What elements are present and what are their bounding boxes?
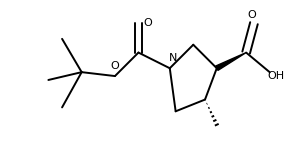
Text: O: O bbox=[111, 61, 119, 71]
Text: O: O bbox=[248, 10, 256, 20]
Polygon shape bbox=[216, 53, 246, 70]
Text: N: N bbox=[168, 53, 177, 64]
Text: O: O bbox=[144, 18, 153, 28]
Text: OH: OH bbox=[267, 71, 284, 81]
